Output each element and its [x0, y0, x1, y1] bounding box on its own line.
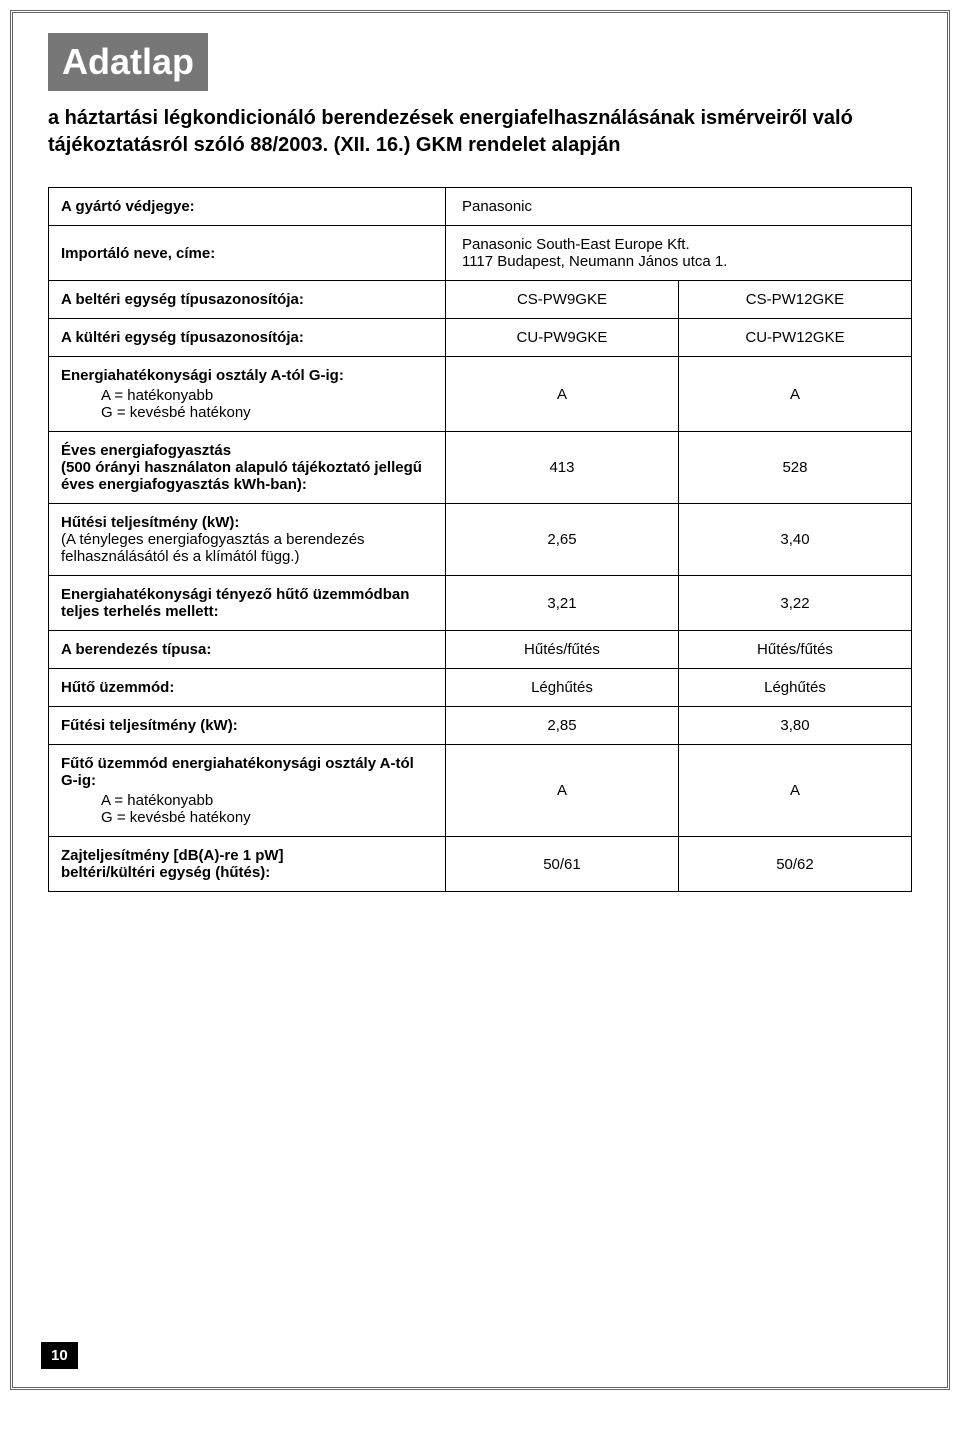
- val-manufacturer: Panasonic: [445, 188, 911, 226]
- label-cooling-power: Hűtési teljesítmény (kW): (A tényleges e…: [49, 504, 446, 576]
- val-eer-2: 3,22: [678, 576, 911, 631]
- label-indoor-id: A beltéri egység típusazonosítója:: [49, 281, 446, 319]
- label-heating-power: Fűtési teljesítmény (kW):: [49, 707, 446, 745]
- label-outdoor-id: A kültéri egység típusazonosítója:: [49, 319, 446, 357]
- label-manufacturer: A gyártó védjegye:: [49, 188, 446, 226]
- val-annual-2: 528: [678, 432, 911, 504]
- row-type: A berendezés típusa: Hűtés/fűtés Hűtés/f…: [49, 631, 912, 669]
- label-annual: Éves energiafogyasztás (500 órányi haszn…: [49, 432, 446, 504]
- row-eff-class: Energiahatékonysági osztály A-tól G-ig: …: [49, 357, 912, 432]
- row-indoor-id: A beltéri egység típusazonosítója: CS-PW…: [49, 281, 912, 319]
- val-heating-power-2: 3,80: [678, 707, 911, 745]
- title-bar: Adatlap: [48, 33, 208, 91]
- row-cooling-mode: Hűtő üzemmód: Léghűtés Léghűtés: [49, 669, 912, 707]
- annual-l3: éves energiafogyasztás kWh-ban):: [61, 476, 433, 493]
- val-cooling-mode-1: Léghűtés: [445, 669, 678, 707]
- cooling-power-l3: felhasználásától és a klímától függ.): [61, 548, 433, 565]
- val-type-2: Hűtés/fűtés: [678, 631, 911, 669]
- eff-class-sub1: A = hatékonyabb: [61, 387, 433, 404]
- row-heating-power: Fűtési teljesítmény (kW): 2,85 3,80: [49, 707, 912, 745]
- label-cooling-mode: Hűtő üzemmód:: [49, 669, 446, 707]
- annual-l2: (500 órányi használaton alapuló tájékozt…: [61, 459, 433, 476]
- intro-text: a háztartási légkondicionáló berendezése…: [48, 105, 912, 159]
- val-outdoor-id-2: CU-PW12GKE: [678, 319, 911, 357]
- val-outdoor-id-1: CU-PW9GKE: [445, 319, 678, 357]
- row-outdoor-id: A kültéri egység típusazonosítója: CU-PW…: [49, 319, 912, 357]
- page-frame: Adatlap a háztartási légkondicionáló ber…: [10, 10, 950, 1390]
- row-manufacturer: A gyártó védjegye: Panasonic: [49, 188, 912, 226]
- cooling-power-l2: (A tényleges energiafogyasztás a berende…: [61, 531, 433, 548]
- val-indoor-id-1: CS-PW9GKE: [445, 281, 678, 319]
- val-type-1: Hűtés/fűtés: [445, 631, 678, 669]
- row-noise: Zajteljesítmény [dB(A)-re 1 pW] beltéri/…: [49, 837, 912, 892]
- label-noise: Zajteljesítmény [dB(A)-re 1 pW] beltéri/…: [49, 837, 446, 892]
- noise-l2: beltéri/kültéri egység (hűtés):: [61, 864, 433, 881]
- data-table: A gyártó védjegye: Panasonic Importáló n…: [48, 187, 912, 892]
- row-eer: Energiahatékonysági tényező hűtő üzemmód…: [49, 576, 912, 631]
- eff-class-sub2: G = kevésbé hatékony: [61, 404, 433, 421]
- importer-line2: 1117 Budapest, Neumann János utca 1.: [462, 253, 899, 270]
- content: Adatlap a háztartási légkondicionáló ber…: [13, 13, 947, 952]
- annual-l1: Éves energiafogyasztás: [61, 442, 433, 459]
- cooling-power-l1: Hűtési teljesítmény (kW):: [61, 514, 433, 531]
- val-heating-class-1: A: [445, 745, 678, 837]
- heating-class-title: Fűtő üzemmód energiahatékonysági osztály…: [61, 755, 414, 789]
- val-cooling-mode-2: Léghűtés: [678, 669, 911, 707]
- eer-l2: teljes terhelés mellett:: [61, 603, 433, 620]
- val-cooling-power-2: 3,40: [678, 504, 911, 576]
- row-importer: Importáló neve, címe: Panasonic South-Ea…: [49, 226, 912, 281]
- importer-line1: Panasonic South-East Europe Kft.: [462, 236, 899, 253]
- heating-class-sub1: A = hatékonyabb: [61, 792, 433, 809]
- label-eff-class: Energiahatékonysági osztály A-tól G-ig: …: [49, 357, 446, 432]
- label-type: A berendezés típusa:: [49, 631, 446, 669]
- row-cooling-power: Hűtési teljesítmény (kW): (A tényleges e…: [49, 504, 912, 576]
- val-heating-power-1: 2,85: [445, 707, 678, 745]
- val-noise-2: 50/62: [678, 837, 911, 892]
- page-number: 10: [41, 1342, 78, 1369]
- val-heating-class-2: A: [678, 745, 911, 837]
- val-cooling-power-1: 2,65: [445, 504, 678, 576]
- val-noise-1: 50/61: [445, 837, 678, 892]
- val-eff-class-1: A: [445, 357, 678, 432]
- eff-class-title: Energiahatékonysági osztály A-tól G-ig:: [61, 367, 344, 384]
- label-eer: Energiahatékonysági tényező hűtő üzemmód…: [49, 576, 446, 631]
- val-indoor-id-2: CS-PW12GKE: [678, 281, 911, 319]
- val-importer: Panasonic South-East Europe Kft. 1117 Bu…: [445, 226, 911, 281]
- label-heating-class: Fűtő üzemmód energiahatékonysági osztály…: [49, 745, 446, 837]
- noise-l1: Zajteljesítmény [dB(A)-re 1 pW]: [61, 847, 433, 864]
- heating-class-sub2: G = kevésbé hatékony: [61, 809, 433, 826]
- row-annual: Éves energiafogyasztás (500 órányi haszn…: [49, 432, 912, 504]
- val-eff-class-2: A: [678, 357, 911, 432]
- label-importer: Importáló neve, címe:: [49, 226, 446, 281]
- val-annual-1: 413: [445, 432, 678, 504]
- val-eer-1: 3,21: [445, 576, 678, 631]
- row-heating-class: Fűtő üzemmód energiahatékonysági osztály…: [49, 745, 912, 837]
- eer-l1: Energiahatékonysági tényező hűtő üzemmód…: [61, 586, 433, 603]
